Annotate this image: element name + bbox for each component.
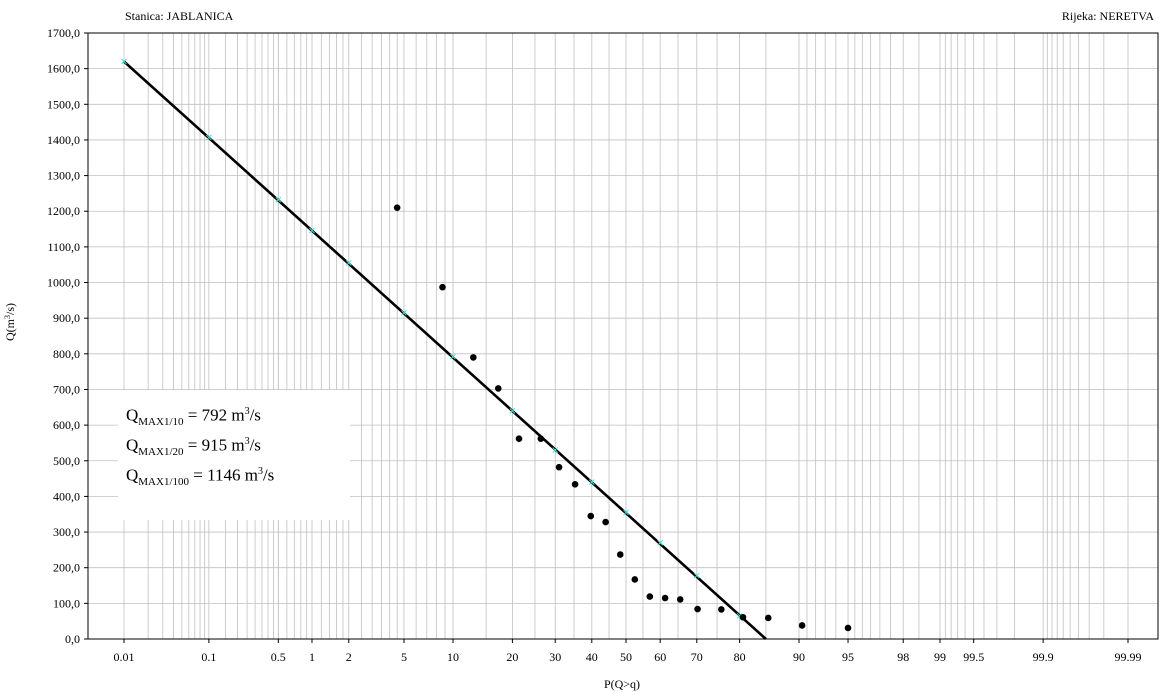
fitted-line-series — [121, 58, 767, 640]
data-point — [571, 480, 579, 488]
x-tick-label: 30 — [549, 650, 561, 664]
data-point — [494, 385, 502, 392]
data-point — [602, 518, 609, 526]
fitted-marker — [693, 572, 700, 579]
x-tick-label: 50 — [620, 650, 632, 664]
y-tick-label: 900,0 — [53, 311, 80, 325]
x-tick-label: 80 — [734, 650, 746, 664]
data-point — [739, 613, 747, 621]
x-tick-label: 99.99 — [1115, 650, 1142, 664]
y-tick-label: 1300,0 — [47, 169, 80, 183]
fitted-marker — [657, 539, 664, 546]
fitted-marker — [275, 196, 282, 203]
y-tick-label: 1200,0 — [47, 204, 80, 218]
x-tick-label: 98 — [897, 650, 909, 664]
y-tick-label: 500,0 — [53, 454, 80, 468]
data-point — [587, 512, 595, 520]
data-point — [631, 576, 639, 583]
y-tick-label: 200,0 — [53, 561, 80, 575]
fitted-marker — [588, 479, 595, 486]
y-tick-label: 700,0 — [53, 382, 80, 396]
y-tick-label: 1600,0 — [47, 62, 80, 76]
y-tick-label: 600,0 — [53, 418, 80, 432]
fitted-marker — [121, 58, 127, 65]
fitted-marker — [206, 134, 212, 141]
fitted-marker — [345, 260, 352, 266]
plot-frame — [87, 32, 1159, 640]
fitted-line — [123, 60, 767, 640]
y-tick-label: 1100,0 — [47, 240, 80, 254]
data-point — [764, 614, 772, 622]
x-tick-label: 99.5 — [963, 650, 984, 664]
x-tick-label: 70 — [691, 650, 703, 664]
data-point — [844, 624, 852, 632]
y-tick-label: 1700,0 — [47, 26, 80, 40]
data-point — [646, 593, 654, 600]
x-tick-label: 99.9 — [1033, 650, 1054, 664]
data-point — [616, 551, 624, 558]
y-axis: 0,0 100,0 200,0 300,0 400,0 500,0 600,0 700,0 80… — [47, 26, 88, 646]
data-point — [439, 283, 446, 291]
x-axis-title: P(Q>q) — [604, 677, 640, 691]
x-tick-label: 0.1 — [201, 650, 216, 664]
data-point — [470, 354, 477, 361]
data-point — [718, 606, 725, 613]
data-point — [694, 605, 701, 613]
x-tick-label: 0.01 — [114, 650, 135, 664]
x-tick-label: 10 — [447, 650, 459, 664]
fitted-marker — [450, 353, 456, 360]
data-point — [661, 594, 669, 602]
q100-line: QMAX1/100 = 1146 m3/s — [126, 465, 275, 489]
q10-line: QMAX1/10 = 792 m3/s — [126, 405, 261, 429]
data-point — [515, 435, 523, 442]
fitted-marker — [401, 309, 407, 316]
fitted-marker — [309, 227, 315, 234]
x-tick-label: 95 — [842, 650, 854, 664]
y-tick-label: 0,0 — [65, 632, 80, 646]
x-tick-label: 60 — [654, 650, 666, 664]
y-axis-title: Q(m3/s) — [3, 303, 18, 341]
observed-points-series — [393, 204, 852, 632]
grid — [88, 33, 1158, 639]
fitted-marker — [552, 447, 559, 453]
data-point — [537, 435, 545, 442]
x-tick-label: 90 — [793, 650, 805, 664]
y-tick-label: 800,0 — [53, 347, 80, 361]
data-point — [798, 622, 806, 629]
y-tick-label: 1400,0 — [47, 133, 80, 147]
x-tick-label: 2 — [346, 650, 352, 664]
q20-line: QMAX1/20 = 915 m3/s — [126, 435, 261, 459]
x-tick-label: 5 — [401, 650, 407, 664]
station-label: Stanica: JABLANICA — [125, 9, 234, 23]
river-label: Rijeka: NERETVA — [1061, 9, 1154, 23]
y-tick-label: 1000,0 — [47, 276, 80, 290]
x-tick-label: 99 — [934, 650, 946, 664]
x-tick-label: 20 — [506, 650, 518, 664]
y-tick-label: 1500,0 — [47, 97, 80, 111]
data-point — [555, 463, 563, 471]
quantile-legend: QMAX1/10 = 792 m3/s QMAX1/20 = 915 m3/s … — [118, 390, 350, 520]
x-tick-label: 0.5 — [271, 650, 286, 664]
data-point — [676, 596, 684, 603]
x-tick-label: 1 — [309, 650, 315, 664]
fitted-marker — [509, 408, 516, 414]
data-point — [393, 204, 401, 211]
fitted-marker — [623, 509, 629, 516]
y-tick-label: 400,0 — [53, 489, 80, 503]
y-tick-label: 300,0 — [53, 525, 80, 539]
x-axis: 0.01 0.1 0.5 1 2 5 10 20 30 40 50 60 70 80 90 95 98 99 99.… — [114, 639, 1142, 664]
y-tick-label: 100,0 — [53, 596, 80, 610]
x-tick-label: 40 — [586, 650, 598, 664]
